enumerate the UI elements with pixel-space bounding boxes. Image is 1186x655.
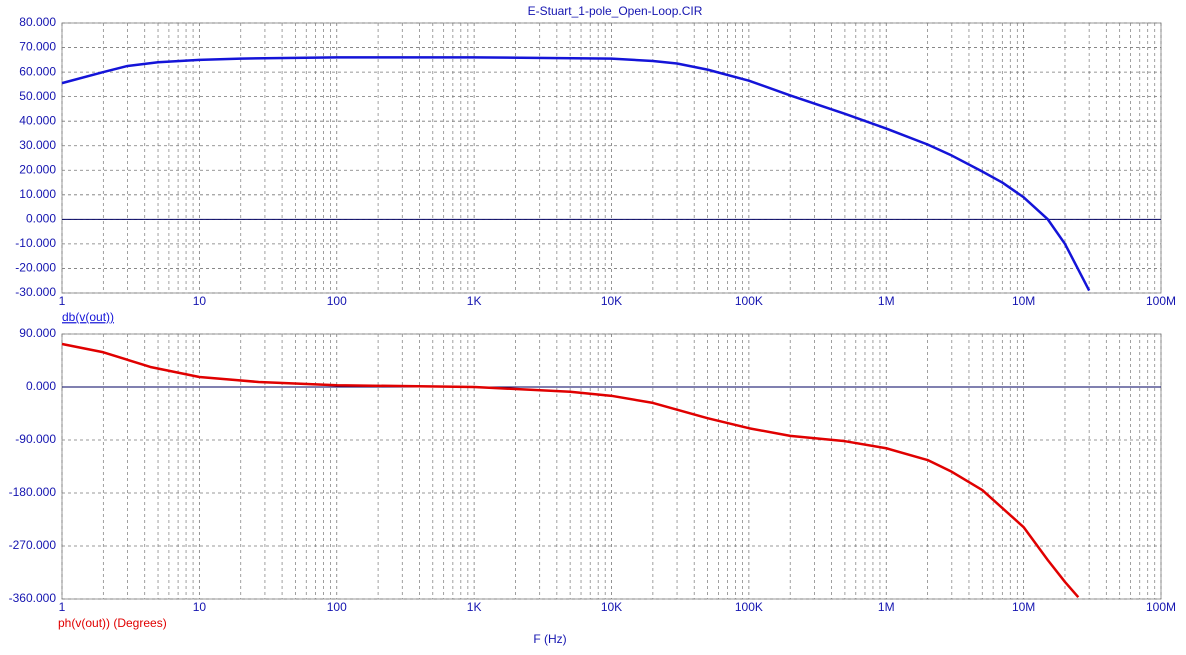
x-tick-label: 1K bbox=[467, 294, 482, 308]
x-tick-label: 10M bbox=[1012, 294, 1035, 308]
x-tick-label: 1 bbox=[59, 294, 66, 308]
y-tick-label: -30.000 bbox=[15, 285, 56, 299]
y-tick-label: 60.000 bbox=[19, 64, 56, 78]
y-tick-label: 10.000 bbox=[19, 187, 56, 201]
x-tick-label: 1M bbox=[878, 600, 895, 614]
x-axis-label: F (Hz) bbox=[533, 632, 566, 646]
y-tick-label: -20.000 bbox=[15, 261, 56, 275]
y-tick-label: -360.000 bbox=[9, 591, 57, 605]
y-tick-label: 80.000 bbox=[19, 15, 56, 29]
x-tick-label: 100 bbox=[327, 600, 347, 614]
x-tick-label: 10K bbox=[601, 294, 622, 308]
x-tick-label: 10 bbox=[193, 600, 207, 614]
y-tick-label: -10.000 bbox=[15, 236, 56, 250]
x-tick-label: 100 bbox=[327, 294, 347, 308]
x-tick-label: 100M bbox=[1146, 294, 1176, 308]
series-line bbox=[61, 56, 1091, 292]
x-tick-label: 10K bbox=[601, 600, 622, 614]
x-tick-label: 10 bbox=[193, 294, 207, 308]
x-tick-label: 1M bbox=[878, 294, 895, 308]
x-tick-label: 10M bbox=[1012, 600, 1035, 614]
x-tick-label: 100M bbox=[1146, 600, 1176, 614]
x-tick-label: 1K bbox=[467, 600, 482, 614]
x-tick-label: 100K bbox=[735, 600, 763, 614]
x-tick-label: 1 bbox=[59, 600, 66, 614]
y-tick-label: 70.000 bbox=[19, 40, 56, 54]
y-tick-label: 50.000 bbox=[19, 89, 56, 103]
series-label: ph(v(out)) (Degrees) bbox=[58, 616, 167, 630]
y-tick-label: 40.000 bbox=[19, 113, 56, 127]
y-tick-label: 0.000 bbox=[26, 212, 56, 226]
y-tick-label: -270.000 bbox=[9, 538, 57, 552]
y-tick-label: 30.000 bbox=[19, 138, 56, 152]
series-label: db(v(out)) bbox=[62, 310, 114, 324]
chart-title: E-Stuart_1-pole_Open-Loop.CIR bbox=[528, 4, 703, 18]
y-tick-label: -180.000 bbox=[9, 485, 57, 499]
y-tick-label: 90.000 bbox=[19, 326, 56, 340]
y-tick-label: 20.000 bbox=[19, 162, 56, 176]
series-line bbox=[61, 342, 1080, 599]
x-tick-label: 100K bbox=[735, 294, 763, 308]
y-tick-label: 0.000 bbox=[26, 379, 56, 393]
y-tick-label: -90.000 bbox=[15, 432, 56, 446]
